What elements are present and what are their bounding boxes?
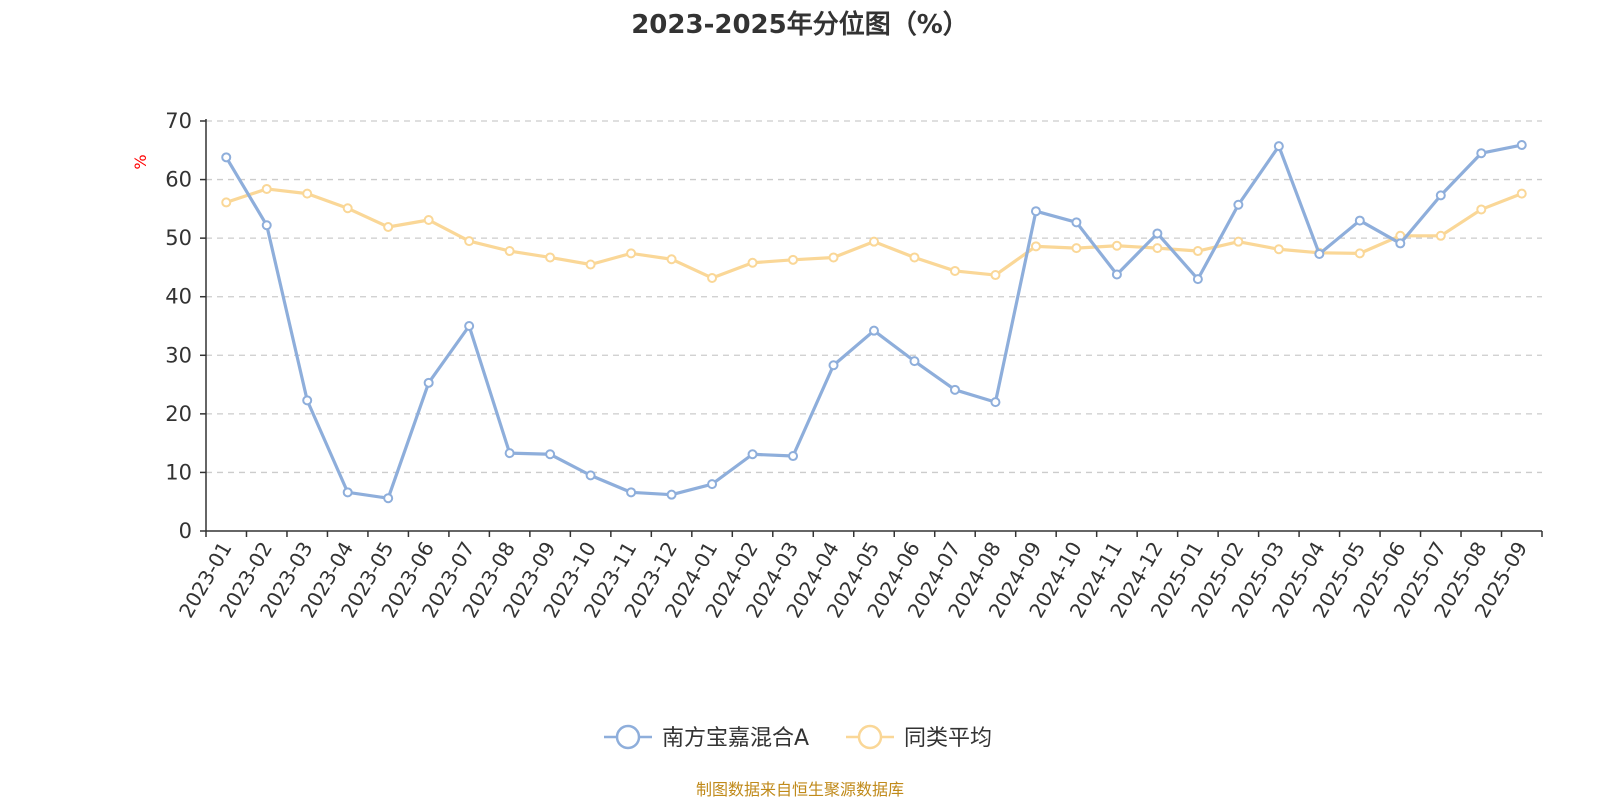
- data-point[interactable]: [1152, 243, 1163, 254]
- data-point[interactable]: [869, 325, 879, 336]
- data-point[interactable]: [666, 489, 677, 500]
- data-point[interactable]: [747, 449, 758, 460]
- data-point[interactable]: [707, 272, 718, 283]
- data-point[interactable]: [949, 384, 960, 395]
- data-point[interactable]: [261, 183, 272, 194]
- axes: 0102030405060702023-012023-022023-032023…: [165, 109, 1543, 622]
- series-line: [224, 143, 1523, 500]
- data-point[interactable]: [869, 236, 879, 247]
- data-source-note: 制图数据来自恒生聚源数据库: [696, 780, 904, 799]
- data-point[interactable]: [1354, 248, 1365, 259]
- legend[interactable]: 南方宝嘉混合A 同类平均: [604, 724, 992, 751]
- data-point[interactable]: [504, 246, 515, 257]
- data-point[interactable]: [828, 252, 839, 263]
- data-point[interactable]: [1233, 199, 1244, 210]
- data-point[interactable]: [1435, 190, 1446, 201]
- data-point[interactable]: [1192, 246, 1203, 257]
- data-point[interactable]: [423, 377, 434, 388]
- y-tick-label: 40: [165, 285, 192, 309]
- data-point[interactable]: [423, 214, 434, 225]
- series: [221, 140, 1527, 504]
- data-point[interactable]: [1030, 241, 1041, 252]
- chart-title: 2023-2025年分位图（%）: [631, 9, 969, 40]
- series-peer-average: [221, 183, 1527, 283]
- y-tick-label: 0: [179, 519, 192, 543]
- data-point[interactable]: [464, 321, 475, 331]
- legend-item[interactable]: 同类平均: [846, 724, 992, 751]
- legend-marker: [615, 724, 641, 750]
- data-point[interactable]: [342, 203, 353, 214]
- series-line: [225, 187, 1523, 280]
- grid-lines: [206, 120, 1542, 474]
- data-point[interactable]: [221, 152, 232, 163]
- data-point[interactable]: [342, 487, 353, 498]
- data-point[interactable]: [1233, 236, 1244, 247]
- data-point[interactable]: [585, 470, 596, 481]
- data-point[interactable]: [221, 197, 232, 208]
- y-tick-label: 10: [165, 460, 192, 484]
- data-point[interactable]: [1273, 141, 1284, 152]
- data-point[interactable]: [1354, 215, 1365, 226]
- data-point[interactable]: [626, 248, 637, 259]
- data-point[interactable]: [1071, 243, 1082, 254]
- data-point[interactable]: [747, 257, 758, 268]
- data-point[interactable]: [464, 236, 475, 247]
- legend-label: 同类平均: [904, 726, 992, 751]
- legend-label: 南方宝嘉混合A: [662, 726, 809, 751]
- series-fund: [221, 140, 1527, 504]
- data-point[interactable]: [949, 265, 960, 276]
- y-tick-label: 70: [165, 109, 192, 133]
- data-point[interactable]: [1111, 240, 1122, 251]
- data-point[interactable]: [383, 493, 394, 504]
- data-point[interactable]: [707, 479, 718, 490]
- data-point[interactable]: [1516, 140, 1527, 151]
- data-point[interactable]: [545, 449, 556, 460]
- data-point[interactable]: [788, 254, 799, 265]
- data-point[interactable]: [909, 252, 920, 263]
- data-point[interactable]: [909, 356, 920, 367]
- data-point[interactable]: [1192, 274, 1203, 285]
- data-point[interactable]: [302, 395, 313, 406]
- data-point[interactable]: [1111, 269, 1122, 280]
- data-point[interactable]: [1476, 204, 1487, 215]
- data-point[interactable]: [788, 451, 799, 462]
- y-tick-label: 20: [165, 402, 192, 426]
- data-point[interactable]: [1435, 230, 1446, 241]
- data-point[interactable]: [1516, 188, 1527, 199]
- data-point[interactable]: [302, 188, 313, 199]
- data-point[interactable]: [383, 222, 394, 233]
- data-point[interactable]: [1314, 248, 1325, 259]
- legend-item[interactable]: 南方宝嘉混合A: [604, 724, 809, 751]
- y-tick-label: 60: [165, 168, 192, 192]
- data-point[interactable]: [666, 254, 677, 265]
- data-point[interactable]: [626, 487, 637, 498]
- y-tick-label: 50: [165, 226, 192, 250]
- legend-marker: [857, 724, 883, 750]
- data-point[interactable]: [545, 252, 556, 263]
- data-point[interactable]: [504, 448, 515, 459]
- data-point[interactable]: [990, 270, 1001, 281]
- data-point[interactable]: [1273, 244, 1284, 255]
- data-point[interactable]: [1152, 228, 1163, 239]
- data-point[interactable]: [990, 397, 1001, 408]
- data-point[interactable]: [1030, 206, 1041, 217]
- data-point[interactable]: [1395, 238, 1406, 249]
- y-axis-label: %: [131, 154, 150, 169]
- data-point[interactable]: [828, 360, 839, 371]
- data-point[interactable]: [261, 220, 272, 231]
- data-point[interactable]: [1071, 217, 1082, 228]
- y-tick-label: 30: [165, 343, 192, 367]
- data-point[interactable]: [585, 259, 596, 270]
- data-point[interactable]: [1476, 148, 1487, 159]
